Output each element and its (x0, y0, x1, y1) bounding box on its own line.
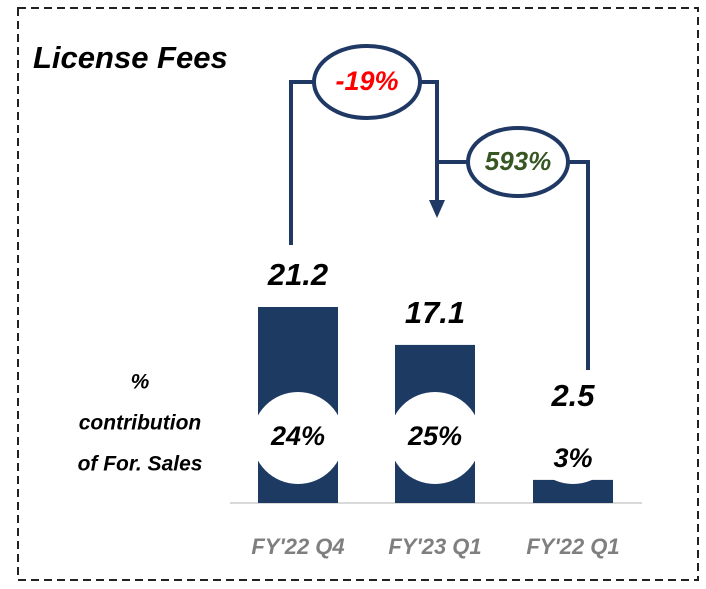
contribution-label: 24% (270, 421, 325, 451)
value-label: 17.1 (405, 295, 465, 330)
value-label: 21.2 (267, 257, 328, 292)
contribution-circle (527, 392, 619, 484)
change-bubble (312, 44, 422, 120)
change-label: -19% (335, 66, 398, 96)
x-tick-label: FY'22 Q4 (251, 534, 344, 559)
x-tick-label: FY'22 Q1 (526, 534, 619, 559)
contribution-axis-label: contribution (79, 412, 201, 435)
connector (289, 80, 314, 245)
connectors (289, 80, 590, 370)
change-label: 593% (485, 146, 552, 176)
contribution-axis-label: of For. Sales (78, 453, 203, 476)
contribution-label: 3% (553, 443, 592, 473)
contribution-label: 25% (407, 421, 462, 451)
contribution-axis-label: % (131, 371, 150, 394)
arrow-head (429, 200, 445, 218)
frame (17, 7, 699, 581)
bar (533, 479, 613, 503)
connector (420, 80, 439, 205)
value-label: 2.5 (550, 378, 595, 413)
contribution-circle (389, 392, 481, 484)
change-bubble (466, 126, 570, 198)
x-tick-label: FY'23 Q1 (388, 534, 481, 559)
contribution-circle (252, 392, 344, 484)
chart-title: License Fees (33, 40, 228, 75)
connector (567, 160, 590, 370)
